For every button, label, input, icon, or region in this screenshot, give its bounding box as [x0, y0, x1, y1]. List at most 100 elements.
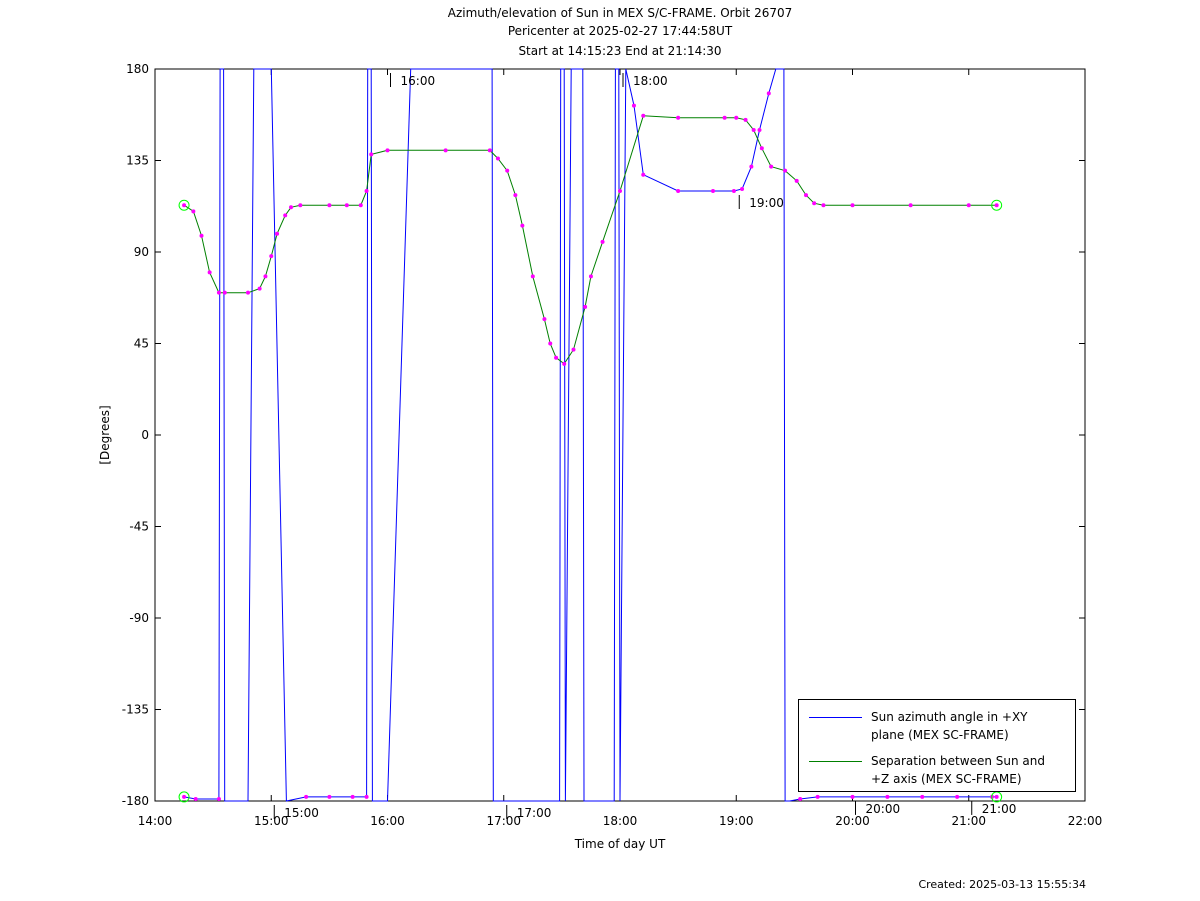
series-line-azimuth [184, 68, 997, 802]
x-tick-label: 17:00 [486, 814, 521, 828]
separation-point [588, 274, 593, 279]
separation-point [618, 189, 622, 193]
separation-point [191, 209, 196, 214]
separation-point [246, 290, 250, 295]
separation-point [548, 341, 553, 346]
separation-point [275, 231, 280, 236]
separation-point [207, 270, 212, 275]
x-axis-label: Time of day UT [574, 837, 666, 851]
y-tick-label: 135 [126, 154, 149, 168]
separation-point [443, 148, 448, 153]
azimuth-point [885, 794, 890, 799]
separation-point [722, 115, 727, 120]
azimuth-point [850, 794, 855, 799]
separation-point [600, 239, 605, 244]
chart-subtitle-start-end: Start at 14:15:23 End at 21:14:30 [518, 44, 722, 58]
time-annotation-label: 17:00 [517, 806, 552, 820]
created-timestamp: Created: 2025-03-13 15:55:34 [918, 878, 1086, 891]
separation-point [542, 317, 547, 322]
legend-box: Sun azimuth angle in +XY plane (MEX SC-F… [798, 699, 1076, 792]
separation-point [289, 205, 294, 210]
x-tick-label: 21:00 [951, 814, 986, 828]
separation-point [216, 290, 221, 295]
legend-item-separation: Separation between Sun and +Z axis (MEX … [809, 752, 1066, 788]
separation-point [385, 148, 390, 153]
separation-point [358, 203, 363, 208]
x-tick-label: 14:00 [138, 814, 173, 828]
separation-point [804, 193, 808, 198]
azimuth-point [641, 172, 646, 177]
azimuth-point [740, 186, 745, 191]
separation-point [344, 203, 349, 208]
azimuth-point [364, 794, 369, 799]
legend-swatch-azimuth [809, 717, 862, 718]
azimuth-point [711, 189, 715, 193]
y-axis-label: [Degrees] [98, 405, 112, 464]
legend-swatch-separation [809, 761, 862, 762]
separation-point [554, 355, 559, 360]
separation-point [769, 164, 774, 169]
separation-point [369, 152, 374, 157]
separation-point [751, 128, 756, 132]
separation-point [263, 274, 268, 279]
azimuth-point [193, 796, 198, 801]
separation-point [743, 117, 748, 122]
separation-point [734, 115, 739, 120]
azimuth-point [327, 794, 332, 799]
separation-point [513, 193, 518, 198]
y-tick-label: 180 [126, 62, 149, 76]
azimuth-point [216, 796, 221, 801]
azimuth-point [676, 189, 681, 193]
time-annotation-label: 16:00 [401, 74, 436, 88]
legend-label-azimuth: Sun azimuth angle in +XY plane (MEX SC-F… [871, 708, 1066, 744]
y-tick-label: 90 [134, 245, 149, 259]
time-annotation-label: 15:00 [284, 806, 319, 820]
separation-point [794, 178, 799, 183]
y-tick-label: -180 [122, 794, 149, 808]
x-tick-label: 15:00 [254, 814, 289, 828]
azimuth-point [955, 794, 960, 799]
separation-point [222, 290, 227, 295]
series-line-separation [183, 115, 997, 365]
azimuth-point [798, 796, 803, 801]
legend-separation-line1: Separation between Sun and [871, 754, 1045, 768]
azimuth-point [757, 128, 762, 132]
separation-point [641, 113, 646, 118]
separation-point [908, 203, 913, 208]
time-annotation-label: 18:00 [633, 74, 668, 88]
azimuth-point [731, 189, 736, 193]
separation-point [327, 203, 332, 208]
separation-point [850, 203, 855, 208]
separation-point [199, 233, 204, 238]
series-group [183, 68, 997, 802]
legend-separation-line2: +Z axis (MEX SC-FRAME) [871, 772, 1022, 786]
azimuth-point [815, 794, 820, 799]
time-annotation-label: 20:00 [866, 802, 901, 816]
separation-point [364, 189, 369, 193]
separation-endpoint-marker [178, 199, 190, 211]
separation-point [562, 361, 567, 366]
separation-point [783, 168, 788, 173]
y-tick-label: -90 [129, 611, 149, 625]
y-tick-label: -135 [122, 703, 149, 717]
chart-title: Azimuth/elevation of Sun in MEX S/C-FRAM… [447, 6, 793, 20]
y-tick-label: -45 [129, 520, 149, 534]
separation-point [812, 201, 817, 206]
separation-point [487, 148, 492, 153]
azimuth-point [182, 794, 187, 799]
separation-point [257, 286, 262, 291]
separation-point [505, 168, 510, 173]
x-tick-label: 19:00 [719, 814, 754, 828]
separation-point [283, 213, 288, 218]
separation-point [520, 223, 525, 228]
separation-point [994, 203, 999, 208]
separation-point [571, 347, 576, 352]
y-tick-label: 45 [134, 337, 149, 351]
azimuth-point [350, 794, 355, 799]
x-tick-label: 20:00 [835, 814, 870, 828]
legend-item-azimuth: Sun azimuth angle in +XY plane (MEX SC-F… [809, 708, 1066, 744]
legend-label-separation: Separation between Sun and +Z axis (MEX … [871, 752, 1066, 788]
separation-point [583, 304, 588, 309]
azimuth-point [920, 794, 925, 799]
separation-point [821, 203, 826, 208]
